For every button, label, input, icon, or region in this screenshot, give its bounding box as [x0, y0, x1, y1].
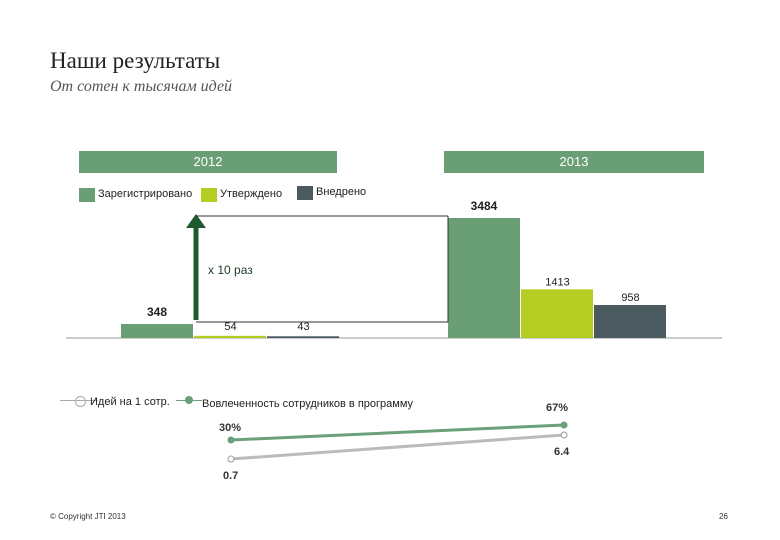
legend-label-ideas: Идей на 1 сотр. [90, 396, 170, 408]
bar-label-registered-2013: 3484 [471, 199, 498, 213]
legend-label-approved: Утверждено [220, 188, 283, 200]
legend-label-employees: Вовлеченность сотрудников в программу [202, 398, 414, 410]
legend-line-ideas [60, 400, 98, 401]
legend-marker-ideas [75, 396, 86, 407]
bar-label-implemented-2012: 43 [297, 321, 309, 333]
page-number: 26 [719, 512, 728, 521]
bar-implemented-2013 [594, 305, 666, 338]
bar-registered-2012 [121, 324, 193, 338]
legend-label-registered: Зарегистрировано [98, 188, 193, 200]
growth-arrow-head [186, 214, 206, 228]
bar-label-approved-2013: 1413 [545, 276, 569, 288]
legend-swatch-implemented [297, 186, 313, 200]
year-band-2012: 2012 [79, 151, 337, 173]
legend-label-implemented: Внедрено [316, 186, 367, 198]
bar-implemented-2012 [267, 336, 339, 338]
bar-label-implemented-2013: 958 [621, 292, 639, 304]
bar-label-approved-2012: 54 [224, 321, 236, 333]
growth-annotation: x 10 раз [208, 263, 253, 277]
copyright-footer: © Copyright JTI 2013 [50, 512, 126, 521]
legend-swatch-registered [79, 188, 95, 202]
bar-label-registered-2012: 348 [147, 305, 167, 319]
year-band-2013: 2013 [444, 151, 704, 173]
bar-registered-2013 [448, 218, 520, 338]
legend-swatch-approved [201, 188, 217, 202]
page-title: Наши результаты [50, 48, 221, 73]
bar-approved-2012 [194, 335, 266, 338]
bar-approved-2013 [521, 289, 593, 338]
legend-marker-employees [185, 396, 193, 404]
page-subtitle: От сотен к тысячам идей [50, 78, 233, 95]
